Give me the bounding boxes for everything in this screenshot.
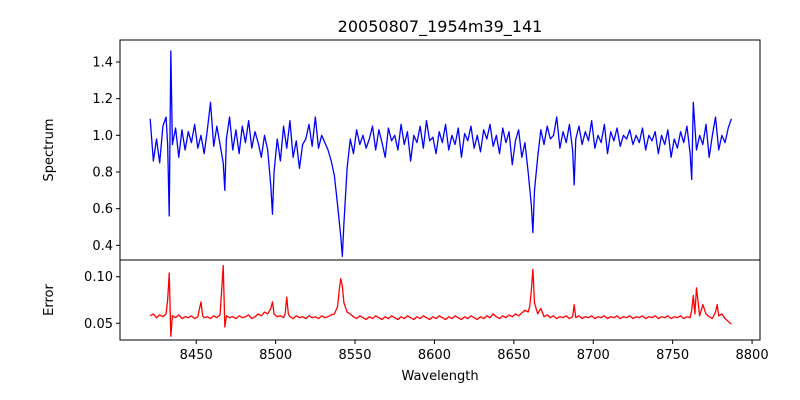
x-tick-label: 8650 (497, 348, 530, 363)
spectrum-panel: Spectrum 0.4 0.6 0.8 1.0 1.2 1.4 (42, 39, 761, 261)
x-tick-label: 8600 (418, 348, 451, 363)
error-y-tick-label: 0.10 (84, 270, 113, 285)
x-tick-label: 8500 (259, 348, 292, 363)
spectrum-y-axis-label: Spectrum (42, 119, 57, 182)
spectrum-y-tick-label: 1.4 (92, 56, 113, 71)
spectrum-series-marks (149, 50, 733, 257)
x-axis-label: Wavelength (401, 369, 478, 384)
error-y-axis-label: Error (42, 284, 57, 316)
error-series-marks (149, 264, 732, 337)
error-panel: Error 0.05 0.10 (42, 259, 761, 341)
error-series-line (149, 264, 732, 337)
chart-title: 20050807_1954m39_141 (338, 17, 543, 37)
spectrum-y-tick-label: 0.6 (92, 202, 113, 217)
spectrum-plot-frame (119, 39, 761, 261)
x-tick-label: 8800 (736, 348, 769, 363)
x-tick-label: 8750 (656, 348, 689, 363)
spectrum-y-tick-label: 0.4 (92, 239, 113, 254)
x-axis-ticks: 8450 8500 8550 8600 8650 8700 8750 8800 (180, 340, 769, 363)
spectrum-y-ticks: 0.4 0.6 0.8 1.0 1.2 1.4 (92, 56, 120, 254)
x-tick-label: 8550 (338, 348, 371, 363)
error-y-tick-label: 0.05 (84, 317, 113, 332)
x-tick-label: 8450 (180, 348, 213, 363)
spectrum-y-tick-label: 0.8 (92, 166, 113, 181)
error-y-ticks: 0.05 0.10 (84, 270, 120, 332)
error-plot-frame (119, 259, 761, 341)
x-tick-label: 8700 (577, 348, 610, 363)
spectrum-y-tick-label: 1.2 (92, 92, 113, 107)
spectrum-series-line (149, 50, 733, 257)
spectrum-y-tick-label: 1.0 (92, 129, 113, 144)
